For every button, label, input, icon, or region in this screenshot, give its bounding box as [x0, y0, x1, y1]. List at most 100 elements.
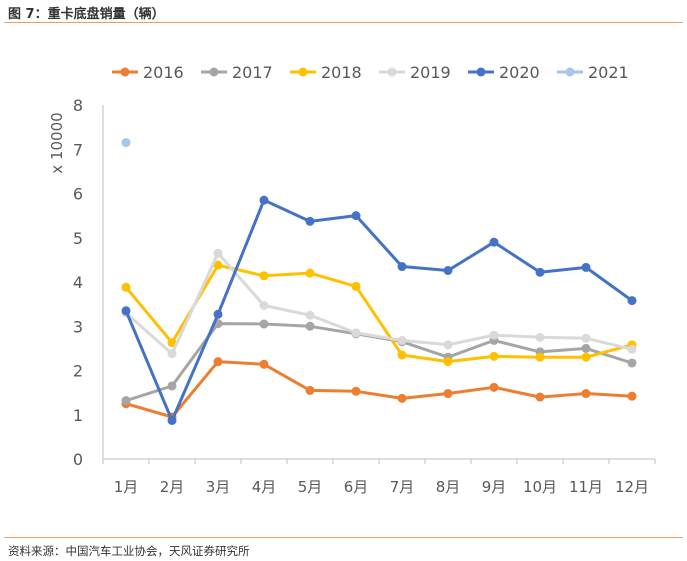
data-point-2018	[121, 282, 131, 292]
legend-label: 2021	[588, 63, 629, 82]
data-point-2019	[397, 335, 407, 345]
data-point-2020	[581, 262, 591, 272]
data-point-2016	[489, 382, 499, 392]
y-tick-label: 0	[73, 450, 83, 469]
data-point-2020	[489, 237, 499, 247]
x-tick-label: 10月	[523, 478, 557, 496]
y-tick-label: 8	[73, 96, 83, 115]
data-point-2018	[397, 350, 407, 360]
data-point-2019	[581, 333, 591, 343]
data-point-2018	[443, 357, 453, 367]
legend-item-2021: 2021	[557, 63, 629, 82]
x-tick-label: 7月	[390, 478, 415, 496]
data-point-2020	[535, 267, 545, 277]
legend-item-2016: 2016	[112, 63, 184, 82]
legend-item-2019: 2019	[379, 63, 451, 82]
data-point-2019	[167, 349, 177, 359]
top-divider	[4, 22, 683, 23]
legend-swatch-marker	[476, 67, 486, 77]
data-point-2017	[305, 321, 315, 331]
data-point-2017	[627, 358, 637, 368]
data-point-2016	[581, 389, 591, 399]
legend-swatch-marker	[565, 67, 575, 77]
data-point-2020	[351, 211, 361, 221]
data-point-2016	[259, 359, 269, 369]
data-point-2018	[489, 351, 499, 361]
data-point-2021	[121, 138, 131, 148]
data-point-2020	[167, 416, 177, 426]
bottom-divider	[4, 537, 683, 538]
legend-label: 2019	[410, 63, 451, 82]
data-point-2019	[489, 330, 499, 340]
data-point-2020	[121, 306, 131, 316]
y-tick-label: 4	[73, 273, 83, 292]
data-point-2018	[305, 268, 315, 278]
data-point-2020	[259, 195, 269, 205]
data-point-2019	[627, 344, 637, 354]
series-line-2016	[125, 360, 633, 419]
data-point-2016	[213, 357, 223, 367]
data-point-2020	[627, 296, 637, 306]
legend-item-2018: 2018	[290, 63, 362, 82]
data-point-2020	[305, 216, 315, 226]
data-point-2016	[535, 392, 545, 402]
series-line-2018	[124, 263, 633, 364]
source-note: 资料来源：中国汽车工业协会，天风证券研究所	[8, 544, 250, 558]
data-point-2018	[167, 338, 177, 348]
legend-item-2017: 2017	[201, 63, 273, 82]
series-2021	[121, 138, 131, 148]
x-tick-label: 1月	[114, 478, 139, 496]
data-point-2016	[305, 385, 315, 395]
legend-swatch-marker	[120, 67, 130, 77]
data-point-2017	[121, 396, 131, 406]
legend-label: 2017	[232, 63, 273, 82]
x-tick-label: 5月	[298, 478, 323, 496]
series-2020	[121, 195, 637, 426]
data-point-2018	[351, 281, 361, 291]
data-point-2016	[443, 389, 453, 399]
data-point-2018	[535, 352, 545, 362]
data-point-2020	[397, 262, 407, 272]
x-tick-label: 2月	[160, 478, 185, 496]
data-point-2019	[259, 300, 269, 310]
data-point-2016	[627, 391, 637, 401]
data-point-2018	[581, 352, 591, 362]
legend-label: 2020	[499, 63, 540, 82]
y-tick-label: 1	[73, 406, 83, 425]
series-line-2019	[125, 251, 633, 356]
series-2016	[121, 357, 637, 422]
data-point-2019	[535, 332, 545, 342]
data-point-2018	[259, 271, 269, 281]
data-point-2017	[581, 343, 591, 353]
legend-label: 2018	[321, 63, 362, 82]
x-axis: 1月 2月 3月 4月 5月 6月 7月 8月 9月 10月 11月 12月	[102, 458, 656, 496]
data-point-2020	[443, 265, 453, 275]
data-point-2019	[305, 310, 315, 320]
legend-swatch-marker	[387, 67, 397, 77]
y-tick-label: 3	[73, 317, 83, 336]
figure-title: 图 7：重卡底盘销量（辆）	[8, 7, 165, 22]
y-tick-label: 6	[73, 185, 83, 204]
data-point-2016	[397, 393, 407, 403]
y-tick-label: 5	[73, 229, 83, 248]
x-tick-label: 12月	[615, 478, 649, 496]
data-point-2020	[213, 309, 223, 319]
y-tick-label: 7	[73, 140, 83, 159]
data-point-2016	[351, 386, 361, 396]
x-tick-label: 8月	[436, 478, 461, 496]
x-tick-label: 9月	[482, 478, 507, 496]
x-tick-label: 4月	[252, 478, 277, 496]
series-line-2020	[124, 198, 633, 422]
legend: 2016 2017 2018 2019 2020 2021	[112, 63, 629, 82]
x-tick-label: 3月	[206, 478, 231, 496]
data-point-2019	[443, 340, 453, 350]
y-axis: 0 1 2 3 4 5 6 7 8	[73, 96, 104, 469]
series-2019	[121, 248, 637, 359]
data-point-2018	[213, 260, 223, 270]
data-point-2017	[167, 381, 177, 391]
data-point-2017	[259, 319, 269, 329]
legend-swatch-marker	[209, 67, 219, 77]
legend-label: 2016	[143, 63, 184, 82]
plot-area	[121, 138, 637, 426]
